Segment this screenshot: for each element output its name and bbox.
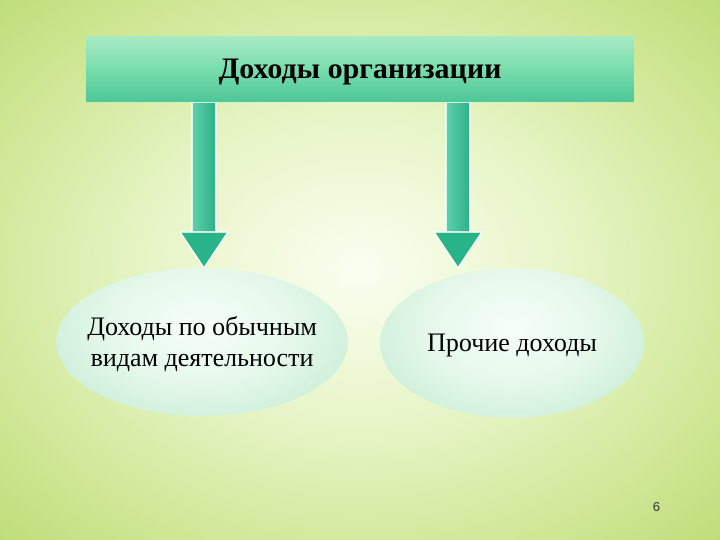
arrow-left xyxy=(180,102,228,270)
node-ordinary-income-label: Доходы по обычным видам деятельности xyxy=(56,311,348,373)
header-title: Доходы организации xyxy=(219,52,502,86)
arrow-right xyxy=(434,102,482,270)
node-other-income-label: Прочие доходы xyxy=(409,327,615,358)
node-other-income: Прочие доходы xyxy=(380,268,644,418)
node-ordinary-income: Доходы по обычным видам деятельности xyxy=(56,268,348,416)
header-box: Доходы организации xyxy=(86,36,634,102)
page-number: 6 xyxy=(653,499,660,514)
